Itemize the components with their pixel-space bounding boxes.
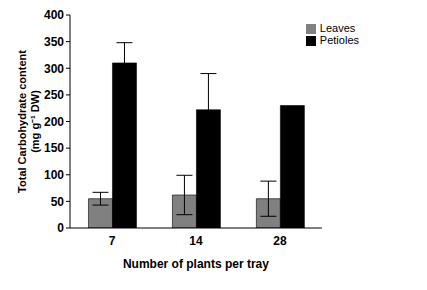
svg-text:100: 100: [44, 168, 64, 182]
svg-text:28: 28: [273, 234, 287, 248]
svg-text:Number of plants per tray: Number of plants per tray: [123, 257, 269, 271]
svg-text:14: 14: [189, 234, 203, 248]
svg-text:Total Carbohydrate content(mg: Total Carbohydrate content(mg g⁻¹ DW): [16, 50, 41, 193]
svg-text:50: 50: [51, 195, 65, 209]
html-text:Leaves: Leaves: [319, 22, 356, 34]
svg-text:7: 7: [109, 234, 116, 248]
svg-text:350: 350: [44, 35, 64, 49]
svg-text:250: 250: [44, 88, 64, 102]
svg-text:400: 400: [44, 8, 64, 22]
svg-text:200: 200: [44, 115, 64, 129]
html-text:Petioles: Petioles: [319, 34, 359, 47]
svg-text:300: 300: [44, 62, 64, 76]
svg-text:0: 0: [57, 221, 64, 235]
svg-text:150: 150: [44, 141, 64, 155]
